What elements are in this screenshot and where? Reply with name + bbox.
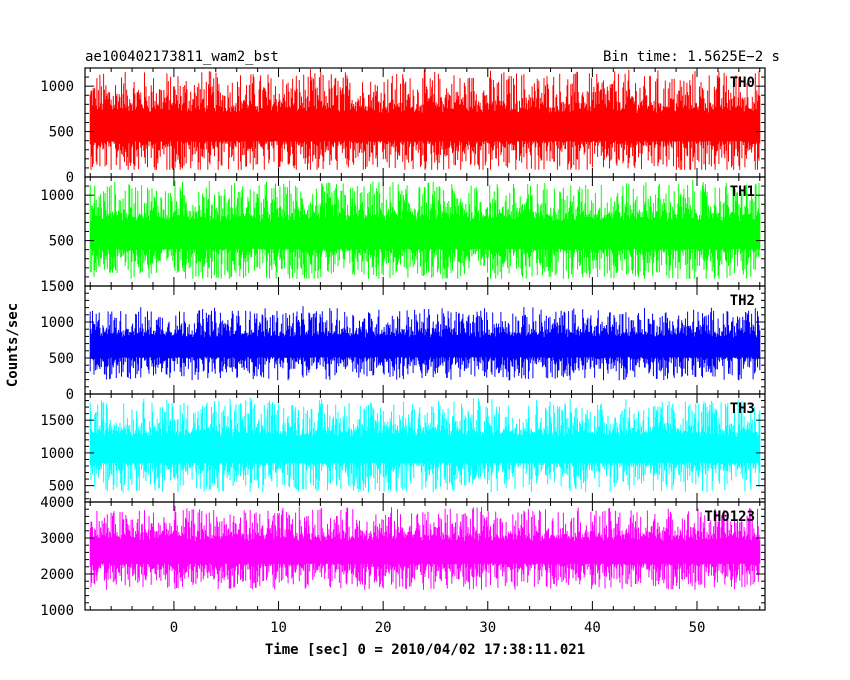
y-tick-label: 1000	[40, 603, 74, 619]
panel-label: TH0	[730, 75, 755, 91]
y-tick-label: 500	[49, 479, 74, 495]
plot-title: ae100402173811_wam2_bst	[85, 49, 279, 65]
panel-label: TH3	[730, 401, 755, 417]
y-tick-label: 3000	[40, 531, 74, 547]
x-axis-label: Time [sec] 0 = 2010/04/02 17:38:11.021	[265, 642, 585, 658]
y-tick-label: 1000	[40, 315, 74, 331]
panel-label: TH2	[730, 293, 755, 309]
y-tick-label: 4000	[40, 495, 74, 511]
series-th0-band	[90, 114, 760, 141]
y-tick-label: 1500	[40, 413, 74, 429]
y-tick-label: 1000	[40, 188, 74, 204]
y-tick-label: 1000	[40, 79, 74, 95]
y-tick-label: 0	[66, 279, 74, 295]
panel-label: TH1	[730, 184, 755, 200]
panel-th0123: 1000 2000 3000 4000 TH0123	[40, 495, 766, 619]
series-th3-band	[90, 437, 760, 462]
y-tick-label: 1000	[40, 446, 74, 462]
y-tick-label: 0	[66, 387, 74, 403]
panel-th1: 0 500 1000 TH1	[40, 176, 766, 295]
x-tick-label: 20	[375, 620, 392, 636]
panel-th2: 0 500 1000 1500 TH2	[40, 279, 766, 403]
x-tick-label: 30	[479, 620, 496, 636]
x-tick-label: 0	[170, 620, 178, 636]
y-tick-label: 0	[66, 170, 74, 186]
y-tick-label: 2000	[40, 567, 74, 583]
x-tick-label: 40	[584, 620, 601, 636]
panel-label: TH0123	[704, 509, 755, 525]
panel-th0: 0 500 1000 TH0	[40, 67, 766, 186]
y-tick-label: 500	[49, 125, 74, 141]
series-th0123-band	[90, 542, 760, 563]
x-tick-label: 50	[689, 620, 706, 636]
y-axis-label: Counts/sec	[5, 303, 21, 387]
y-tick-label: 500	[49, 234, 74, 250]
panel-th3: 500 1000 1500 TH3	[40, 393, 766, 503]
series-th2-band	[90, 338, 760, 357]
y-tick-label: 1500	[40, 279, 74, 295]
bin-time-label: Bin time: 1.5625E−2 s	[603, 49, 780, 65]
y-tick-label: 500	[49, 351, 74, 367]
x-tick-label: 10	[270, 620, 287, 636]
series-th1-band	[90, 222, 760, 248]
